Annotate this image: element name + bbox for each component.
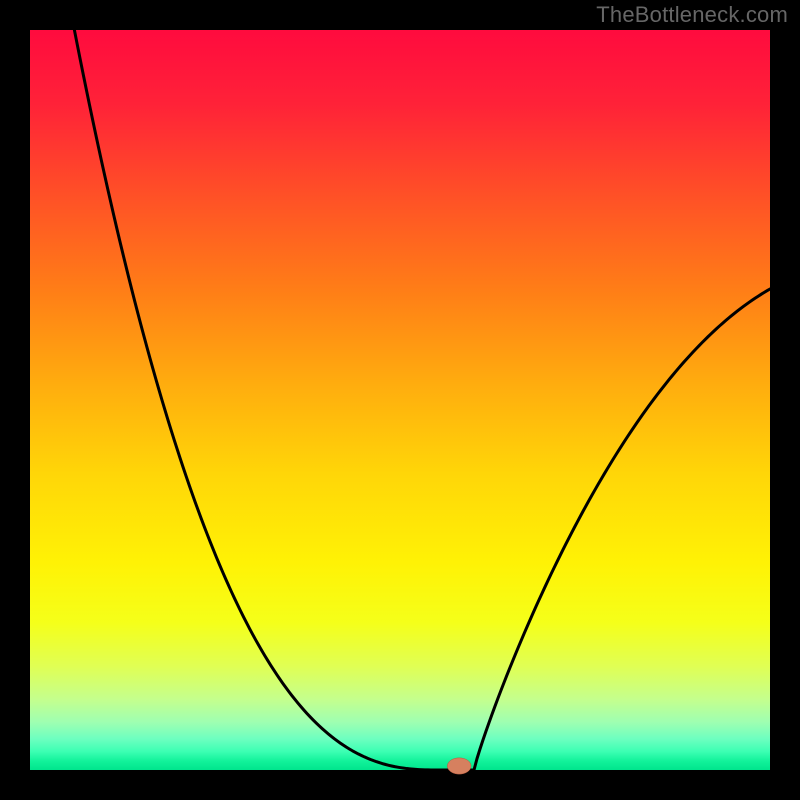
chart-gradient-bg [30,30,770,770]
bottleneck-chart: TheBottleneck.com [0,0,800,800]
watermark-text: TheBottleneck.com [596,2,788,28]
optimal-point-marker [447,758,471,774]
chart-canvas [0,0,800,800]
